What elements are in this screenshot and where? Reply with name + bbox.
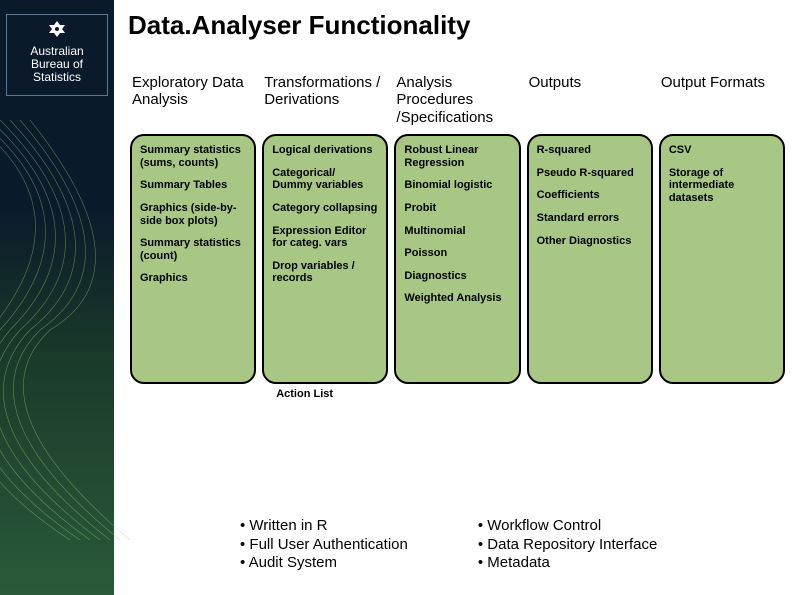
col-analysis: Analysis Procedures /Specifications Robu… [394, 70, 520, 400]
sidebar: Australian Bureau of Statistics [0, 0, 114, 595]
box-item: Logical derivations [272, 144, 378, 157]
crest-icon [43, 19, 71, 43]
box-item: Summary Tables [140, 179, 246, 192]
bullet-item: Metadata [478, 554, 658, 573]
box-item: Binomial logistic [404, 179, 510, 192]
box-item: CSV [669, 144, 775, 157]
bullet-item: Full User Authentication [240, 536, 408, 555]
bullet-item: Data Repository Interface [478, 536, 658, 555]
box-item: Summary statistics (sums, counts) [140, 144, 246, 169]
box-item: Graphics [140, 272, 246, 285]
page-title: Data.Analyser Functionality [128, 10, 470, 41]
box-item: Standard errors [537, 212, 643, 225]
abs-logo: Australian Bureau of Statistics [6, 14, 108, 96]
box-item: Expression Editor for categ. vars [272, 225, 378, 250]
columns-container: Exploratory Data Analysis Summary statis… [130, 70, 785, 400]
bullet-item: Workflow Control [478, 517, 658, 536]
box-item: Multinomial [404, 225, 510, 238]
box-item: Other Diagnostics [537, 235, 643, 248]
col-output-formats: Output Formats CSV Storage of intermedia… [659, 70, 785, 400]
footer-bullets: Written in R Full User Authentication Au… [240, 517, 750, 573]
box-item: Storage of intermediate datasets [669, 167, 775, 205]
col-header: Outputs [527, 70, 653, 134]
box-item: Poisson [404, 247, 510, 260]
col-header: Output Formats [659, 70, 785, 134]
box-item: R-squared [537, 144, 643, 157]
box-item: Category collapsing [272, 202, 378, 215]
col-transformations: Transformations / Derivations Logical de… [262, 70, 388, 400]
col-header: Transformations / Derivations [262, 70, 388, 134]
box-item: Robust Linear Regression [404, 144, 510, 169]
col-box: R-squared Pseudo R-squared Coefficients … [527, 134, 653, 384]
bullets-right: Workflow Control Data Repository Interfa… [478, 517, 658, 573]
col-header: Exploratory Data Analysis [130, 70, 256, 134]
box-item: Pseudo R-squared [537, 167, 643, 180]
col-header: Analysis Procedures /Specifications [394, 70, 520, 134]
box-item: Diagnostics [404, 270, 510, 283]
logo-line3: Statistics [7, 71, 107, 84]
bullet-item: Written in R [240, 517, 408, 536]
col-exploratory: Exploratory Data Analysis Summary statis… [130, 70, 256, 400]
col-outputs: Outputs R-squared Pseudo R-squared Coeff… [527, 70, 653, 400]
box-item: Weighted Analysis [404, 292, 510, 305]
box-item: Coefficients [537, 189, 643, 202]
box-item: Probit [404, 202, 510, 215]
col-box: Robust Linear Regression Binomial logist… [394, 134, 520, 384]
box-item: Categorical/ Dummy variables [272, 167, 378, 192]
action-list-label: Action List [276, 388, 388, 400]
box-item: Summary statistics (count) [140, 237, 246, 262]
col-box: CSV Storage of intermediate datasets [659, 134, 785, 384]
col-box: Logical derivations Categorical/ Dummy v… [262, 134, 388, 384]
col-box: Summary statistics (sums, counts) Summar… [130, 134, 256, 384]
box-item: Graphics (side-by-side box plots) [140, 202, 246, 227]
bullet-item: Audit System [240, 554, 408, 573]
box-item: Drop variables / records [272, 260, 378, 285]
bullets-left: Written in R Full User Authentication Au… [240, 517, 408, 573]
